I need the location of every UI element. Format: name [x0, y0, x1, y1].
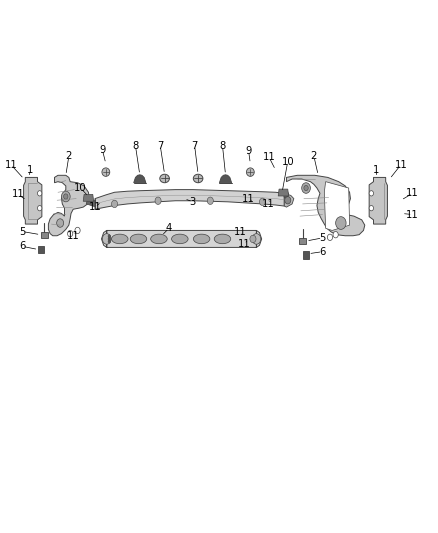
- Circle shape: [252, 233, 261, 244]
- Circle shape: [57, 219, 64, 227]
- Polygon shape: [134, 175, 146, 183]
- Polygon shape: [95, 190, 284, 209]
- Ellipse shape: [193, 174, 203, 183]
- Circle shape: [38, 191, 42, 196]
- Polygon shape: [24, 177, 42, 224]
- Text: 6: 6: [319, 247, 326, 257]
- Polygon shape: [102, 230, 261, 247]
- Circle shape: [38, 206, 42, 211]
- Polygon shape: [48, 175, 89, 236]
- Circle shape: [155, 197, 161, 205]
- Text: 7: 7: [157, 141, 163, 151]
- Polygon shape: [324, 182, 350, 230]
- Ellipse shape: [112, 234, 128, 244]
- Text: 11: 11: [238, 239, 251, 249]
- Circle shape: [112, 200, 117, 208]
- Text: 1: 1: [26, 165, 33, 175]
- Polygon shape: [86, 199, 99, 207]
- Circle shape: [333, 231, 338, 238]
- Bar: [303, 251, 309, 259]
- Text: 6: 6: [19, 241, 25, 252]
- Bar: [41, 231, 47, 238]
- Circle shape: [369, 206, 374, 211]
- Text: 11: 11: [4, 160, 18, 169]
- Polygon shape: [284, 193, 294, 207]
- Text: 11: 11: [11, 189, 24, 199]
- Text: 1: 1: [373, 165, 380, 175]
- Text: 2: 2: [66, 151, 72, 161]
- Circle shape: [61, 191, 70, 202]
- Text: 8: 8: [132, 141, 138, 151]
- Polygon shape: [286, 175, 365, 236]
- Bar: [299, 238, 306, 244]
- Circle shape: [302, 183, 311, 193]
- Circle shape: [64, 194, 68, 199]
- Circle shape: [108, 235, 111, 238]
- Text: 11: 11: [88, 202, 101, 212]
- Circle shape: [108, 237, 111, 240]
- Circle shape: [67, 230, 73, 237]
- Text: 10: 10: [282, 157, 294, 166]
- Ellipse shape: [130, 234, 147, 244]
- Text: 4: 4: [166, 223, 172, 233]
- Ellipse shape: [160, 174, 170, 183]
- Circle shape: [207, 197, 213, 205]
- Text: 5: 5: [19, 227, 25, 237]
- Text: 9: 9: [99, 145, 106, 155]
- Text: 3: 3: [190, 197, 196, 207]
- Text: 11: 11: [233, 227, 246, 237]
- Circle shape: [108, 240, 111, 243]
- Text: 11: 11: [263, 152, 276, 162]
- Circle shape: [250, 235, 256, 243]
- Text: 11: 11: [262, 199, 275, 209]
- Circle shape: [285, 197, 291, 204]
- Text: 9: 9: [245, 146, 252, 156]
- Ellipse shape: [193, 234, 210, 244]
- Circle shape: [369, 191, 374, 196]
- Text: 11: 11: [395, 160, 407, 169]
- Circle shape: [102, 233, 111, 244]
- Text: 8: 8: [219, 141, 226, 151]
- Ellipse shape: [102, 168, 110, 176]
- Text: 10: 10: [74, 183, 87, 193]
- Text: 5: 5: [319, 233, 326, 243]
- Polygon shape: [278, 189, 289, 196]
- Text: 11: 11: [67, 231, 80, 241]
- Text: 7: 7: [191, 141, 198, 151]
- Text: 2: 2: [311, 151, 317, 161]
- Circle shape: [327, 234, 332, 240]
- Polygon shape: [83, 195, 94, 201]
- Text: 11: 11: [406, 188, 419, 198]
- Polygon shape: [219, 175, 232, 183]
- Circle shape: [75, 227, 80, 233]
- Circle shape: [336, 216, 346, 229]
- Ellipse shape: [214, 234, 231, 244]
- Polygon shape: [369, 177, 388, 224]
- Ellipse shape: [172, 234, 188, 244]
- Text: 11: 11: [406, 209, 419, 220]
- Text: 11: 11: [242, 193, 255, 204]
- Ellipse shape: [247, 168, 254, 176]
- Ellipse shape: [151, 234, 167, 244]
- Circle shape: [259, 198, 265, 206]
- Bar: [39, 246, 45, 253]
- Circle shape: [304, 185, 308, 191]
- Polygon shape: [283, 191, 289, 198]
